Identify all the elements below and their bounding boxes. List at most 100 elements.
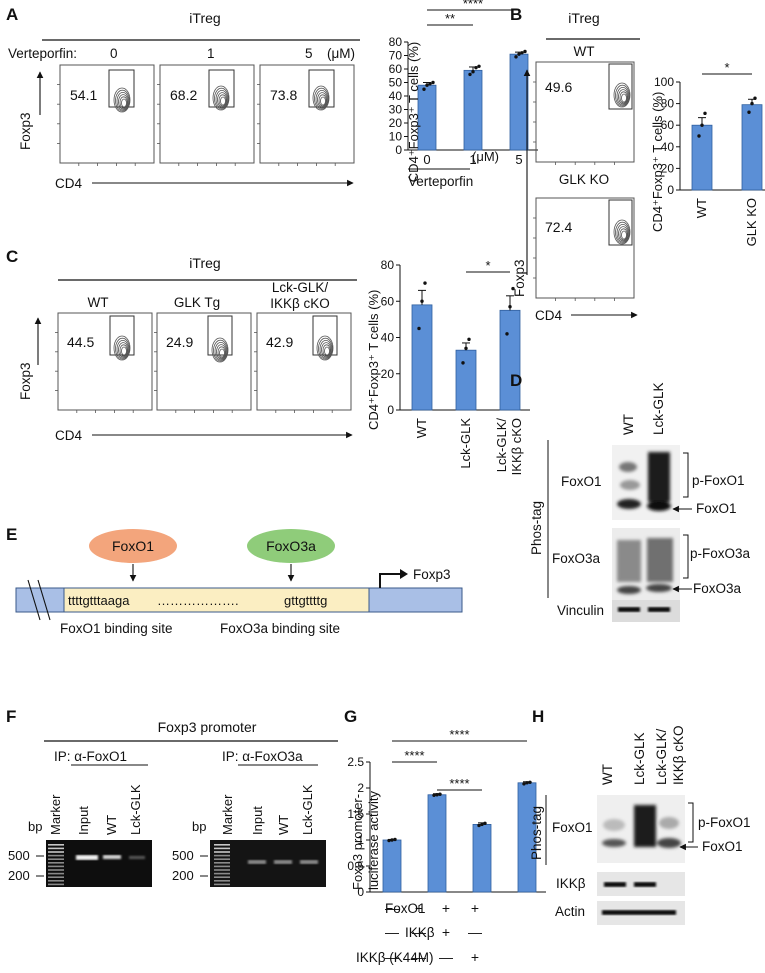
flow-contour-2 bbox=[317, 92, 328, 108]
foxp3-axis-b: Foxp3 bbox=[512, 259, 527, 297]
dose-1: 1 bbox=[207, 46, 215, 61]
panel-c: C iTreg WT GLK Tg Lck-GLK/IKKβ cKO 44.5 … bbox=[6, 247, 530, 475]
dose-0: 0 bbox=[110, 46, 118, 61]
B-bar-ytick-label: 100 bbox=[654, 75, 674, 89]
bar-chart-b: 0 20 40 60 80 100 WT GLK KO * bbox=[654, 60, 765, 246]
G-bar-sig-star-1: **** bbox=[449, 776, 469, 791]
size-200-f1: 200 bbox=[8, 868, 30, 883]
A-bar-sig-star-0: ** bbox=[445, 11, 455, 26]
ladder-band bbox=[214, 883, 230, 886]
binding-region bbox=[63, 587, 370, 613]
B-bar-ytick-label: 0 bbox=[667, 183, 674, 197]
flow-contour-1 bbox=[218, 94, 227, 107]
ladder-band bbox=[214, 872, 230, 875]
G-bar-bar-2 bbox=[472, 824, 492, 893]
C-bar-sig-star-0: * bbox=[485, 258, 490, 273]
annot-pfoxo1-d: p-FoxO1 bbox=[692, 473, 745, 488]
panel-f: F Foxp3 promoter IP: α-FoxO1 IP: α-FoxO3… bbox=[6, 707, 338, 887]
site-foxo1: FoxO1 binding site bbox=[60, 621, 173, 636]
C-bar-point-0-0 bbox=[417, 326, 421, 331]
G-bar-point-3-0 bbox=[522, 782, 526, 786]
flow-contour-5 bbox=[118, 342, 129, 358]
A-bar-point-2-0 bbox=[514, 55, 518, 59]
flow-contour-5 bbox=[121, 346, 127, 356]
panel-a: A iTreg Verteporfin: 0 1 5 (μM) 54.1 68.… bbox=[6, 0, 538, 191]
G-bar-point-0-0 bbox=[387, 838, 391, 843]
C-bar-point-1-1 bbox=[464, 346, 468, 351]
g-mark-0-3: + bbox=[471, 900, 479, 916]
flow-contour-6 bbox=[216, 344, 227, 360]
C-bar-bar-1 bbox=[455, 349, 477, 411]
flow-contour-4 bbox=[621, 230, 627, 240]
g-row-foxo1: FoxO1 bbox=[385, 901, 426, 916]
ladder-band bbox=[214, 869, 230, 871]
flow-contour-1 bbox=[215, 89, 229, 109]
G-bar-point-1-1 bbox=[435, 793, 439, 797]
flow-contour-0 bbox=[115, 89, 130, 112]
flow-contour-2 bbox=[320, 96, 326, 106]
panel-label-a: A bbox=[6, 5, 18, 24]
panel-c-header: iTreg bbox=[189, 255, 220, 271]
flow-contour-2 bbox=[318, 94, 327, 107]
G-bar-bar-1 bbox=[427, 794, 447, 893]
flow-contour-6 bbox=[219, 348, 225, 358]
A-bar-point-0-3 bbox=[431, 80, 435, 85]
A-bar-point-0-0 bbox=[422, 87, 426, 91]
percent-a-0: 54.1 bbox=[70, 87, 97, 103]
panel-g: G 0 0.5 1 1.5 2 2.5 **** **** **** Foxp3 promote… bbox=[344, 707, 546, 965]
bar-xlabel-a: Verteporfin bbox=[408, 174, 473, 189]
flow-contour-0 bbox=[113, 87, 131, 113]
A-bar-point-1-0 bbox=[468, 72, 472, 77]
C-bar-point-1-0 bbox=[461, 361, 465, 365]
panel-label-h: H bbox=[532, 707, 544, 726]
flow-contour-4 bbox=[616, 223, 630, 243]
panel-label-f: F bbox=[6, 707, 16, 726]
A-bar-point-2-2 bbox=[520, 51, 524, 55]
blot-foxo1-d bbox=[612, 445, 680, 520]
flow-contour-5 bbox=[115, 337, 130, 360]
A-bar-point-0-1 bbox=[425, 83, 429, 87]
ladder-band bbox=[48, 865, 64, 868]
panel-d: D WT Lck-GLK Phos-tag FoxO1 FoxO3a Vincu… bbox=[510, 371, 751, 622]
lane-f1-marker: Marker bbox=[48, 794, 63, 835]
B-bar-ytick-label: 20 bbox=[661, 161, 675, 175]
g-mark-1-2: + bbox=[442, 924, 450, 940]
C-bar-ytick-label: 0 bbox=[387, 403, 394, 417]
G-bar-point-1-2 bbox=[438, 792, 442, 796]
A-bar-point-1-1 bbox=[471, 70, 475, 74]
C-bar-point-1-2 bbox=[467, 337, 471, 342]
flow-contour-1 bbox=[217, 92, 228, 108]
row-foxo1-d: FoxO1 bbox=[561, 474, 602, 489]
row-actin-h: Actin bbox=[555, 904, 585, 919]
dose-unit: (μM) bbox=[327, 46, 355, 61]
C-bar-ytick-label: 40 bbox=[381, 331, 395, 345]
C-bar-category-2: Lck-GLK/IKKβ cKO bbox=[494, 418, 524, 476]
flow-contour-7 bbox=[322, 344, 331, 357]
lane-f2-input: Input bbox=[250, 806, 265, 835]
annot-foxo1-h: FoxO1 bbox=[702, 839, 743, 854]
lane-f2-lckglk: Lck-GLK bbox=[300, 784, 315, 835]
factor-foxo3a-label: FoxO3a bbox=[266, 538, 316, 554]
A-bar-point-1-2 bbox=[474, 65, 478, 70]
percent-b-ko: 72.4 bbox=[545, 219, 572, 235]
cd4-axis-a: CD4 bbox=[55, 176, 82, 191]
lane-f2-wt: WT bbox=[276, 815, 291, 835]
flow-contour-4 bbox=[619, 228, 628, 241]
lane-h-cko: Lck-GLK/IKKβ cKO bbox=[654, 725, 686, 785]
flow-contour-0 bbox=[118, 94, 129, 110]
A-bar-ytick-label: 0 bbox=[395, 143, 402, 157]
blot-actin-h bbox=[597, 901, 685, 925]
G-bar-ytick-label: 1 bbox=[357, 833, 364, 847]
ladder-band bbox=[48, 876, 64, 878]
lane-f2-marker: Marker bbox=[220, 794, 235, 835]
C-bar-ytick-label: 20 bbox=[381, 367, 395, 381]
g-ylabel: Foxp3 promoter-luciferase activity bbox=[350, 791, 381, 890]
A-bar-ytick-label: 80 bbox=[389, 35, 403, 49]
flow-contour-0 bbox=[116, 91, 130, 111]
G-bar-sig-star-2: **** bbox=[449, 727, 469, 742]
percent-b-wt: 49.6 bbox=[545, 79, 572, 95]
G-bar-bar-0 bbox=[382, 839, 402, 893]
lane-f1-lckglk: Lck-GLK bbox=[128, 784, 143, 835]
